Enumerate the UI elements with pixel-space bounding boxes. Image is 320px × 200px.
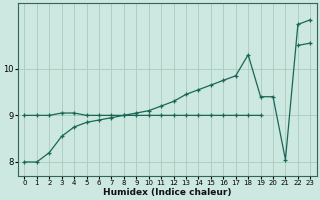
X-axis label: Humidex (Indice chaleur): Humidex (Indice chaleur) [103,188,232,197]
